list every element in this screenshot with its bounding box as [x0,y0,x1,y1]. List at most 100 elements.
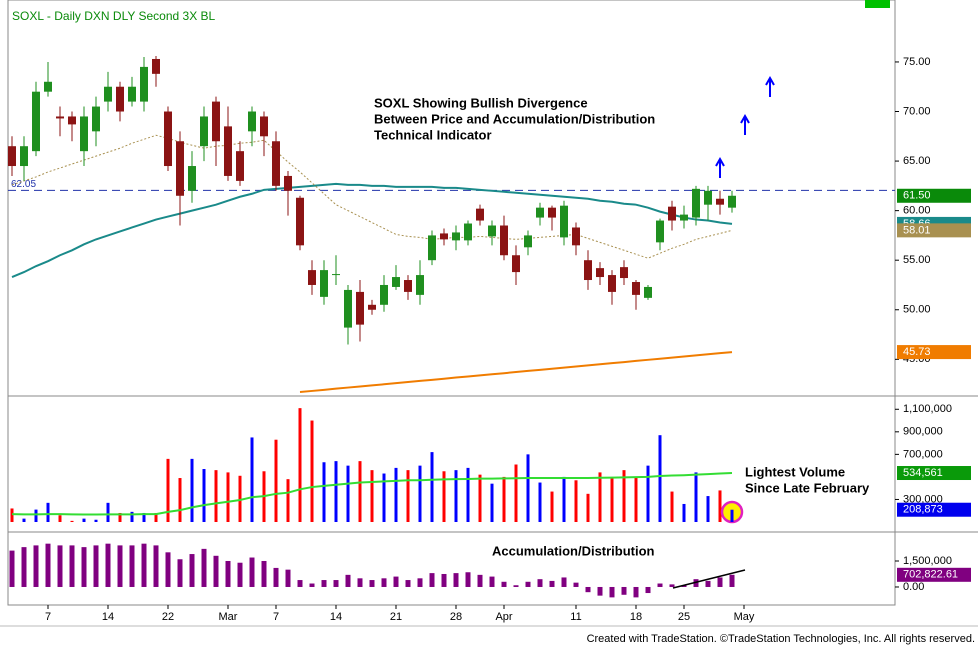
bar [466,467,470,522]
last-value-label: 534,561 [903,467,943,479]
bar [381,578,387,587]
x-tick-label: 14 [330,611,342,623]
last-value-box [897,502,971,517]
bar [334,461,338,522]
bar [166,458,170,522]
candle-body [692,188,700,218]
bar [33,545,39,587]
bar [406,470,410,522]
x-tick-label: 18 [630,611,642,623]
bar [429,573,435,587]
bar [718,490,722,522]
last-value-box [897,466,971,481]
candle-body [260,116,268,137]
bar [477,574,483,587]
bar [106,502,110,522]
candle-body [596,268,604,278]
bar [537,579,543,587]
x-tick-label: May [734,611,755,623]
bar [585,586,591,593]
bar [513,585,519,587]
line [299,351,733,394]
x-tick-label: 7 [273,611,279,623]
candle-body [632,282,640,295]
candle-body [224,126,232,176]
bar [21,547,27,587]
x-tick-label: 22 [162,611,174,623]
footer: Created with TradeStation. ©TradeStation… [587,633,975,645]
candle-body [620,267,628,279]
bar [285,569,291,587]
bar [322,462,326,522]
candle-body [188,166,196,191]
bar [405,580,411,587]
bar [202,469,206,522]
bar [358,461,362,522]
bar [130,511,134,522]
bar [82,518,86,522]
x-tick-label: 28 [450,611,462,623]
bar [657,583,663,587]
candle-body [272,141,280,186]
candle-body [668,206,676,221]
bar [129,545,135,587]
bar [250,437,254,522]
bar [93,545,99,587]
candle-body [512,255,520,273]
bar [154,512,158,522]
bar [45,543,51,587]
bar [658,435,662,522]
candle-body [356,291,364,325]
bar [142,512,146,522]
bar [501,581,507,587]
bar [298,408,302,522]
line [11,472,733,516]
bar [201,548,207,587]
bar [561,577,567,587]
candle-body [44,81,52,92]
x-tick-label: 14 [102,611,114,623]
candle-body [32,91,40,152]
candle-body [656,220,664,243]
bar [717,577,723,587]
bar [610,476,614,522]
bar [70,520,74,522]
bar [622,470,626,522]
candle-body [320,270,328,297]
bar [562,476,566,522]
bar [141,543,147,587]
bar [573,582,579,587]
bar [333,580,339,587]
candle-body [464,223,472,241]
bar [502,476,506,522]
bar [417,578,423,587]
candle-body [608,275,616,292]
bar [441,573,447,587]
bar [454,470,458,522]
annotation: Technical Indicator [374,127,492,142]
bar [681,585,687,587]
bar [225,560,231,587]
bar [705,580,711,587]
annotation: SOXL Showing Bullish Divergence [374,95,588,110]
last-value-label: 702,822.61 [903,569,958,581]
candle-body [296,197,304,246]
candle-body [164,111,172,167]
y-tick-label: 65.00 [903,155,931,167]
bar [478,474,482,522]
bar [645,586,651,594]
candle-body [80,116,88,152]
candle-body [152,58,160,74]
candle-body [524,235,532,248]
candle-body [284,175,292,191]
arrows [715,75,775,178]
candle-body [560,205,568,238]
candle-body [104,86,112,102]
bar [309,583,315,587]
bar [633,586,639,598]
last-value-box [897,345,971,360]
bar [178,478,182,522]
y-tick-label: 300,000 [903,493,943,505]
bar [357,578,363,587]
